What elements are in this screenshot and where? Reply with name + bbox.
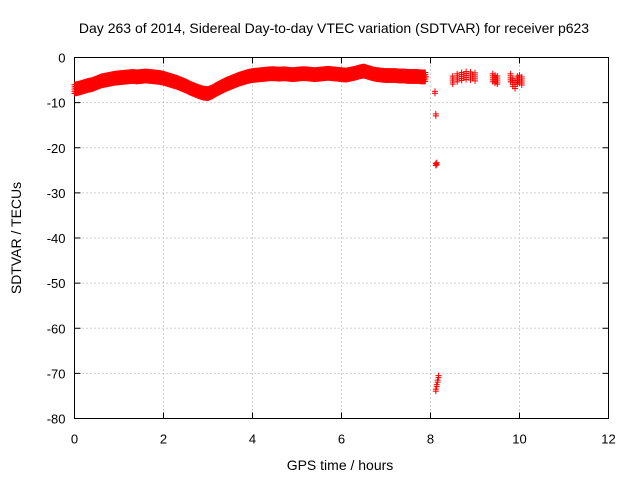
data-point — [433, 383, 440, 390]
tick-labels: 0 2 4 6 8 10 12 0 -10 -20 -30 -40 -50 -60 -70 -80 — [47, 51, 616, 447]
axis-ticks — [74, 57, 609, 419]
x-tick-label: 0 — [71, 432, 78, 447]
x-tick-label: 6 — [338, 432, 345, 447]
x-axis-title: GPS time / hours — [287, 457, 394, 473]
data-point — [422, 78, 429, 85]
chart-title: Day 263 of 2014, Sidereal Day-to-day VTE… — [79, 20, 589, 36]
y-tick-label: -30 — [47, 186, 66, 201]
y-tick-label: -10 — [47, 96, 66, 111]
y-tick-label: -20 — [47, 141, 66, 156]
y-tick-label: -80 — [47, 412, 66, 427]
y-tick-label: -40 — [47, 231, 66, 246]
data-point — [432, 388, 439, 395]
data-point — [433, 161, 440, 168]
data-point — [432, 112, 439, 119]
grid-lines — [74, 57, 609, 419]
x-tick-label: 8 — [427, 432, 434, 447]
y-tick-label: -60 — [47, 321, 66, 336]
data-point — [434, 379, 441, 386]
data-point — [431, 90, 438, 97]
y-tick-label: -70 — [47, 366, 66, 381]
x-tick-label: 4 — [249, 432, 256, 447]
data-point — [518, 81, 525, 88]
data-point — [454, 78, 461, 85]
x-tick-label: 2 — [160, 432, 167, 447]
data-point — [467, 77, 474, 84]
data-point — [512, 85, 519, 92]
data-point — [432, 162, 439, 169]
data-point — [494, 81, 501, 88]
x-tick-label: 10 — [512, 432, 526, 447]
data-point — [458, 77, 465, 84]
y-axis-title: SDTVAR / TECUs — [8, 182, 24, 294]
data-point — [449, 81, 456, 88]
data-point — [435, 374, 442, 381]
data-point — [423, 73, 430, 80]
y-tick-label: 0 — [58, 51, 65, 66]
data-point — [472, 77, 478, 84]
data-points — [71, 63, 525, 395]
y-tick-label: -50 — [47, 276, 66, 291]
x-tick-label: 12 — [601, 432, 615, 447]
